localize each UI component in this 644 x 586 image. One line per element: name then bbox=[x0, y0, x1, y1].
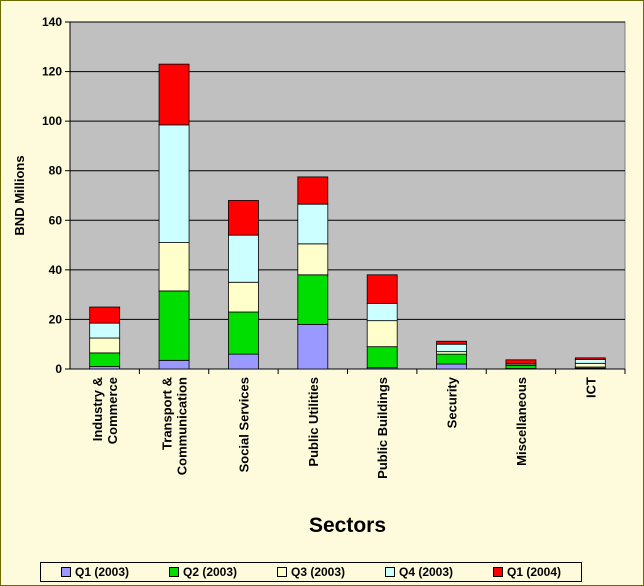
category-label: Public Buildings bbox=[375, 377, 390, 479]
category-label: ICT bbox=[583, 377, 598, 398]
bar-segment bbox=[297, 323, 329, 370]
bar-segment bbox=[228, 234, 259, 283]
bar-segment bbox=[505, 364, 537, 369]
bar-segment bbox=[228, 200, 259, 236]
y-tick-label: 20 bbox=[49, 312, 63, 326]
category-label: Communication bbox=[175, 377, 190, 475]
bar-segment bbox=[505, 359, 537, 364]
legend-label: Q2 (2003) bbox=[182, 565, 238, 579]
bar-segment bbox=[436, 363, 467, 370]
bar-segment bbox=[366, 302, 398, 322]
legend-label: Q1 (2004) bbox=[506, 565, 562, 579]
y-tick-label: 40 bbox=[49, 263, 63, 277]
y-axis-title: BND Millions bbox=[12, 155, 27, 235]
bar-segment bbox=[436, 340, 467, 345]
bar-segment bbox=[89, 337, 121, 354]
legend-item: Q1 (2004) bbox=[492, 565, 562, 579]
bar-segment bbox=[436, 353, 467, 365]
bar-segment bbox=[366, 274, 398, 304]
category-label: Social Services bbox=[236, 377, 251, 472]
bar-segment bbox=[574, 357, 606, 360]
bar-segment bbox=[158, 63, 190, 126]
bar-segment bbox=[297, 274, 329, 325]
category-label: Security bbox=[445, 376, 460, 428]
legend-swatch bbox=[384, 567, 395, 577]
bar-segment bbox=[89, 322, 121, 339]
category-label: Miscellaneous bbox=[514, 377, 529, 466]
bar-segment bbox=[228, 281, 259, 313]
legend-item: Q2 (2003) bbox=[168, 565, 238, 579]
bar-segment bbox=[366, 346, 398, 369]
bar-segment bbox=[574, 359, 606, 364]
bar-segment bbox=[228, 353, 259, 370]
bar-segment bbox=[228, 311, 259, 355]
bar-segment bbox=[436, 343, 467, 353]
legend-item: Q4 (2003) bbox=[384, 565, 454, 579]
category-label: Transport & bbox=[160, 377, 175, 450]
legend-label: Q1 (2003) bbox=[74, 565, 130, 579]
x-axis-title: Sectors bbox=[309, 514, 386, 537]
bar-segment bbox=[366, 320, 398, 348]
bar-segment bbox=[297, 243, 329, 276]
legend-swatch bbox=[276, 567, 287, 577]
legend-item: Q1 (2003) bbox=[60, 565, 130, 579]
y-tick-label: 140 bbox=[42, 15, 62, 29]
y-tick-label: 0 bbox=[55, 362, 62, 376]
legend-item: Q3 (2003) bbox=[276, 565, 346, 579]
bar-segment bbox=[89, 352, 121, 367]
category-label: Commerce bbox=[105, 377, 120, 444]
legend-label: Q3 (2003) bbox=[290, 565, 346, 579]
bar-segment bbox=[158, 290, 190, 361]
plot-area bbox=[69, 21, 626, 370]
y-tick-label: 100 bbox=[42, 114, 62, 128]
legend: Q1 (2003) Q2 (2003) Q3 (2003) Q4 (2003) Q1 (… bbox=[40, 562, 582, 582]
category-label: Industry & bbox=[90, 377, 105, 441]
y-tick-label: 120 bbox=[42, 65, 62, 79]
bar-segment bbox=[574, 362, 606, 368]
bar-segment bbox=[158, 124, 190, 243]
legend-label: Q4 (2003) bbox=[398, 565, 454, 579]
bar-segment bbox=[158, 242, 190, 292]
category-label: Public Utilities bbox=[306, 377, 321, 467]
bar-segment bbox=[297, 176, 329, 205]
y-tick-label: 80 bbox=[49, 164, 63, 178]
bar-segment bbox=[89, 306, 121, 324]
legend-swatch bbox=[168, 567, 179, 577]
y-tick-label: 60 bbox=[49, 213, 63, 227]
bar-segment bbox=[297, 203, 329, 245]
legend-swatch bbox=[492, 567, 503, 577]
legend-swatch bbox=[60, 567, 71, 577]
bar-segment bbox=[158, 359, 190, 370]
